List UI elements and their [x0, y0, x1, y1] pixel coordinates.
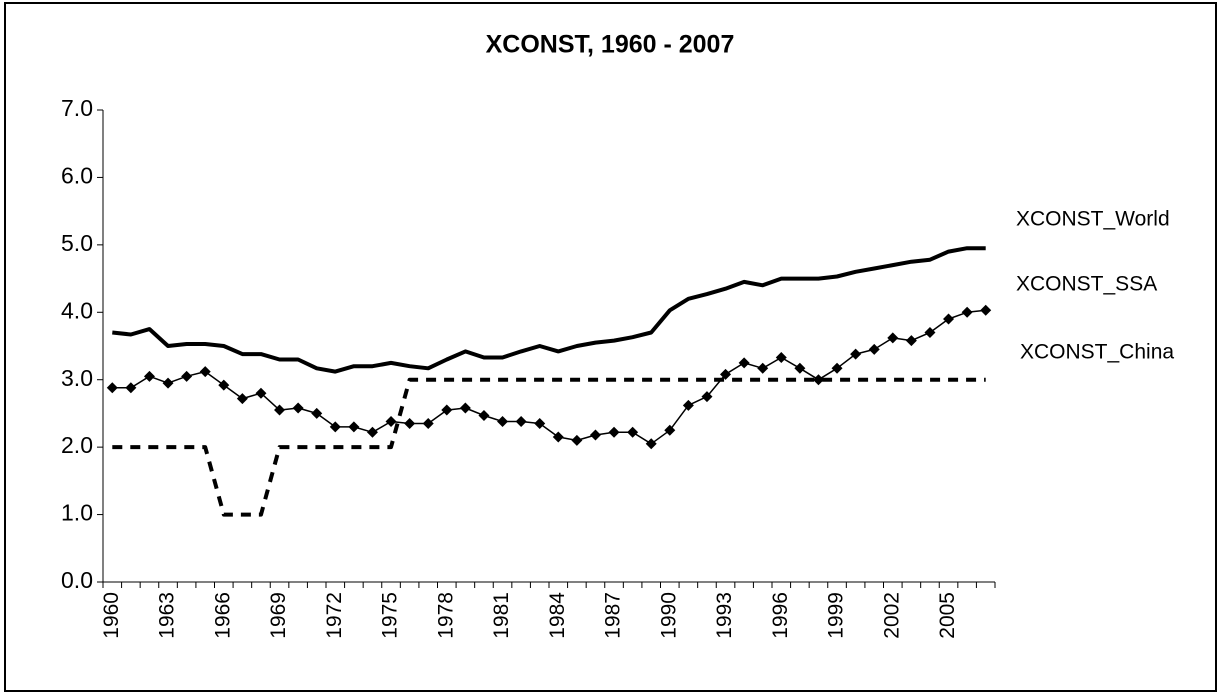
- marker: [255, 387, 267, 399]
- x-tick-label: 2005: [936, 592, 959, 639]
- x-tick-label: 1972: [323, 592, 346, 639]
- x-tick-label: 1963: [156, 592, 179, 639]
- x-tick-label: 1984: [546, 592, 569, 639]
- marker: [757, 362, 769, 374]
- y-tick-label: 7.0: [61, 95, 93, 121]
- chart-title: XCONST, 1960 - 2007: [486, 31, 735, 59]
- x-tick-label: 1966: [211, 592, 234, 639]
- marker: [794, 362, 806, 374]
- marker: [404, 418, 416, 430]
- marker: [311, 407, 323, 419]
- marker: [385, 416, 397, 428]
- x-tick-label: 1960: [100, 592, 123, 639]
- marker: [441, 404, 453, 416]
- y-tick-label: 5.0: [61, 230, 93, 256]
- marker: [627, 426, 639, 438]
- marker: [571, 434, 583, 446]
- x-tick-label: 1999: [825, 592, 848, 639]
- marker: [534, 418, 546, 430]
- y-tick-label: 4.0: [61, 297, 93, 323]
- marker: [478, 409, 490, 421]
- marker: [831, 362, 843, 374]
- marker: [775, 351, 787, 363]
- x-tick-label: 2002: [880, 592, 903, 639]
- marker: [738, 357, 750, 369]
- marker: [887, 332, 899, 344]
- marker: [348, 421, 360, 433]
- y-tick-label: 2.0: [61, 432, 93, 458]
- marker: [218, 379, 230, 391]
- y-tick-label: 0.0: [61, 567, 93, 593]
- marker: [701, 391, 713, 403]
- chart-border: [4, 2, 1217, 692]
- marker: [589, 429, 601, 441]
- marker: [292, 402, 304, 414]
- marker: [422, 418, 434, 430]
- marker: [459, 402, 471, 414]
- marker: [980, 304, 992, 316]
- marker: [515, 416, 527, 428]
- legend-label: XCONST_China: [1020, 341, 1174, 364]
- marker: [181, 370, 193, 382]
- y-tick-label: 1.0: [61, 500, 93, 526]
- x-tick-label: 1993: [713, 592, 736, 639]
- marker: [162, 377, 174, 389]
- marker: [943, 313, 955, 325]
- marker: [682, 399, 694, 411]
- y-tick-label: 6.0: [61, 163, 93, 189]
- marker: [143, 370, 155, 382]
- marker: [645, 438, 657, 450]
- marker: [720, 368, 732, 380]
- marker: [850, 348, 862, 360]
- marker: [106, 382, 118, 394]
- marker: [366, 426, 378, 438]
- marker: [664, 424, 676, 436]
- x-tick-label: 1987: [602, 592, 625, 639]
- x-tick-label: 1975: [379, 592, 402, 639]
- series-line: [112, 246, 986, 374]
- x-tick-label: 1996: [769, 592, 792, 639]
- series-line: [112, 377, 986, 517]
- marker: [497, 416, 509, 428]
- x-tick-label: 1990: [657, 592, 680, 639]
- marker: [199, 366, 211, 378]
- marker: [812, 374, 824, 386]
- x-tick-label: 1969: [267, 592, 290, 639]
- marker: [868, 343, 880, 355]
- marker: [924, 327, 936, 339]
- marker: [236, 393, 248, 405]
- marker: [961, 306, 973, 318]
- marker: [905, 335, 917, 347]
- legend-label: XCONST_World: [1016, 208, 1170, 231]
- y-tick-label: 3.0: [61, 365, 93, 391]
- marker: [608, 426, 620, 438]
- marker: [274, 404, 286, 416]
- x-tick-label: 1978: [434, 592, 457, 639]
- x-tick-label: 1981: [490, 592, 513, 639]
- legend-label: XCONST_SSA: [1016, 273, 1157, 296]
- marker: [125, 382, 137, 394]
- marker: [329, 421, 341, 433]
- marker: [552, 431, 564, 443]
